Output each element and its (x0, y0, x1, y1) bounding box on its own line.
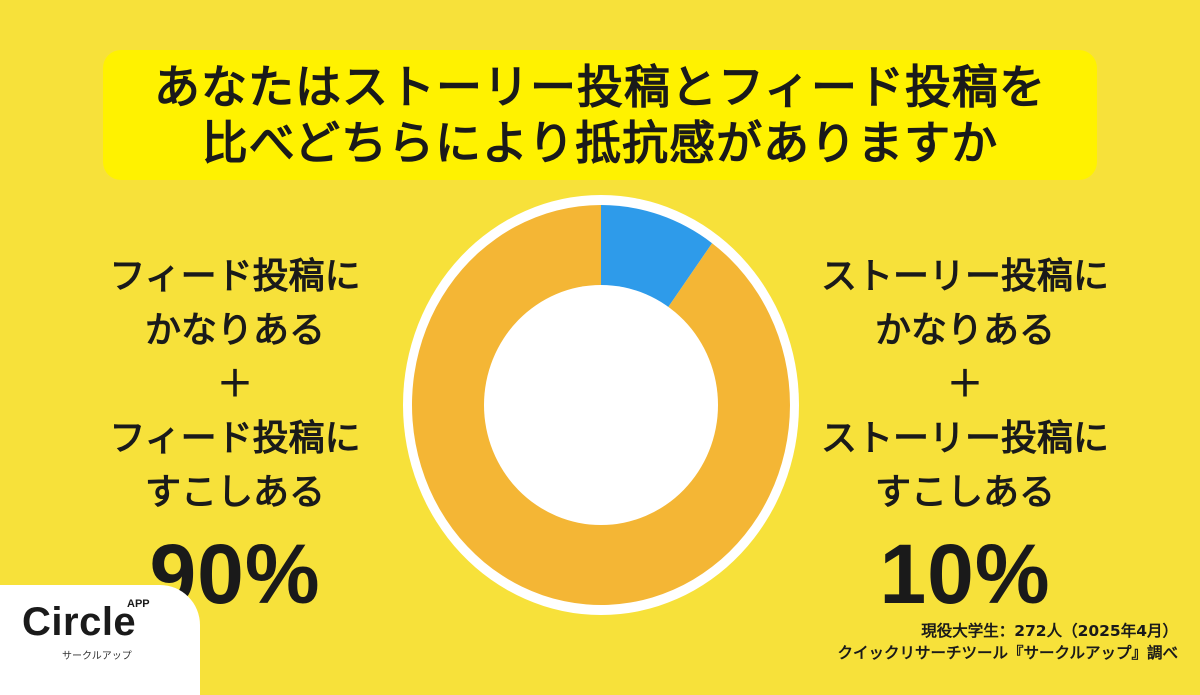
donut-chart (403, 195, 799, 615)
right-label-line: ストーリー投稿に (820, 418, 1109, 459)
right-label-line: かなりある (874, 310, 1055, 351)
left-label-line: かなりある (144, 310, 325, 351)
source-note: 現役大学生：272人（2025年4月） クイックリサーチツール『サークルアップ』… (837, 620, 1178, 664)
left-label: フィード投稿に かなりある ＋ フィード投稿に すこしある 90% (45, 250, 425, 624)
left-label-line: フィード投稿に (109, 256, 361, 297)
logo-app: APP (127, 598, 150, 610)
right-label-line: ストーリー投稿に (820, 256, 1109, 297)
title-line-2: 比べどちらにより抵抗感がありますか (201, 116, 999, 170)
right-percent: 10% (879, 527, 1051, 621)
source-line-1: 現役大学生：272人（2025年4月） (921, 622, 1178, 640)
title-line-1: あなたはストーリー投稿とフィード投稿を (153, 60, 1047, 114)
right-label: ストーリー投稿に かなりある ＋ ストーリー投稿に すこしある 10% (775, 250, 1155, 624)
right-label-plus: ＋ (946, 364, 983, 405)
right-label-line: すこしある (874, 472, 1055, 513)
left-label-line: フィード投稿に (109, 418, 361, 459)
donut-hole (484, 285, 718, 525)
logo-name: Circle (22, 600, 137, 644)
left-label-plus: ＋ (216, 364, 253, 405)
left-label-line: すこしある (144, 472, 325, 513)
source-line-2: クイックリサーチツール『サークルアップ』調べ (837, 644, 1178, 662)
logo-sub: サークルアップ (62, 651, 132, 662)
title-box: あなたはストーリー投稿とフィード投稿を 比べどちらにより抵抗感がありますか (103, 50, 1097, 180)
